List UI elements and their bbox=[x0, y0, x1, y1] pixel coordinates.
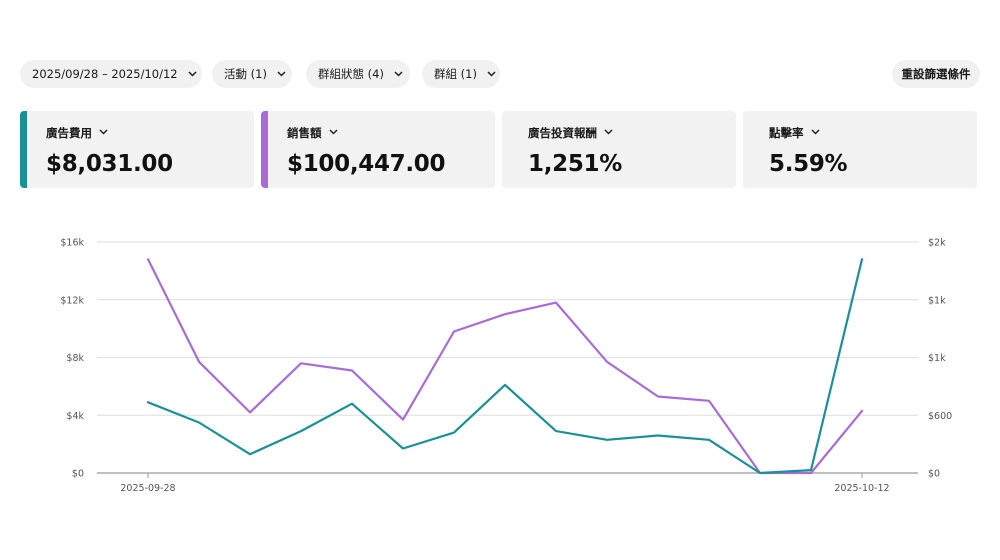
metric-card-ctr[interactable]: 點擊率 5.59% bbox=[743, 111, 977, 188]
group-filter-label: 群組 (1) bbox=[434, 67, 477, 81]
date-range-filter[interactable]: 2025/09/28 – 2025/10/12 bbox=[20, 60, 202, 88]
x-tick-label: 2025-10-12 bbox=[834, 483, 889, 494]
reset-filters-button[interactable]: 重設篩選條件 bbox=[892, 60, 980, 88]
metric-card-ad-spend[interactable]: 廣告費用 $8,031.00 bbox=[20, 111, 254, 188]
y-right-tick-label: $1k bbox=[928, 295, 946, 306]
metric-cards: 廣告費用 $8,031.00 銷售額 $100,447.00 廣告投資報酬 bbox=[20, 111, 978, 189]
group-status-filter-label: 群組狀態 (4) bbox=[318, 67, 384, 81]
chevron-down-icon bbox=[188, 69, 197, 79]
y-left-tick-label: $4k bbox=[66, 411, 84, 422]
metric-card-roas[interactable]: 廣告投資報酬 1,251% bbox=[502, 111, 736, 188]
campaign-filter-label: 活動 (1) bbox=[224, 67, 267, 81]
metric-value: 1,251% bbox=[528, 151, 622, 177]
chevron-down-icon bbox=[99, 128, 108, 138]
chart-svg: $0 $4k $8k $12k $16k $0 $600 $1k $1k $2k 2025-09-2… bbox=[60, 238, 952, 495]
metric-label: 點擊率 bbox=[769, 126, 804, 140]
chevron-down-icon bbox=[810, 128, 820, 138]
campaign-filter[interactable]: 活動 (1) bbox=[212, 60, 292, 88]
metric-value: $100,447.00 bbox=[287, 151, 446, 177]
y-left-tick-label: $0 bbox=[72, 469, 84, 480]
metric-accent-bar bbox=[20, 111, 27, 188]
y-right-tick-label: $2k bbox=[928, 238, 946, 249]
chevron-down-icon bbox=[394, 69, 403, 79]
reset-filters-label: 重設篩選條件 bbox=[901, 67, 971, 81]
metric-accent-bar bbox=[261, 111, 268, 188]
y-left-tick-label: $16k bbox=[60, 238, 84, 249]
y-right-tick-label: $0 bbox=[928, 469, 940, 480]
filter-bar: 2025/09/28 – 2025/10/12 活動 (1) 群組狀態 (4) … bbox=[20, 60, 980, 90]
chevron-down-icon bbox=[487, 69, 496, 79]
metric-value: $8,031.00 bbox=[46, 151, 173, 177]
metric-value: 5.59% bbox=[769, 151, 848, 177]
chevron-down-icon bbox=[277, 69, 286, 79]
chevron-down-icon bbox=[328, 128, 338, 138]
metric-label: 廣告投資報酬 bbox=[528, 126, 597, 140]
y-right-tick-label: $1k bbox=[928, 353, 946, 364]
group-status-filter[interactable]: 群組狀態 (4) bbox=[306, 60, 410, 88]
group-filter[interactable]: 群組 (1) bbox=[422, 60, 500, 88]
series-line-1 bbox=[146, 258, 864, 475]
date-range-label: 2025/09/28 – 2025/10/12 bbox=[32, 67, 178, 81]
y-right-tick-label: $600 bbox=[928, 411, 952, 422]
y-left-tick-label: $8k bbox=[66, 353, 84, 364]
metric-card-sales[interactable]: 銷售額 $100,447.00 bbox=[261, 111, 495, 188]
series-line-0 bbox=[146, 258, 864, 475]
y-left-tick-label: $12k bbox=[60, 295, 84, 306]
x-tick-label: 2025-09-28 bbox=[120, 483, 175, 494]
chevron-down-icon bbox=[604, 128, 613, 138]
metric-label: 銷售額 bbox=[287, 126, 322, 140]
metric-label: 廣告費用 bbox=[46, 126, 92, 140]
line-chart: $0 $4k $8k $12k $16k $0 $600 $1k $1k $2k 2025-09-2… bbox=[0, 225, 1000, 500]
